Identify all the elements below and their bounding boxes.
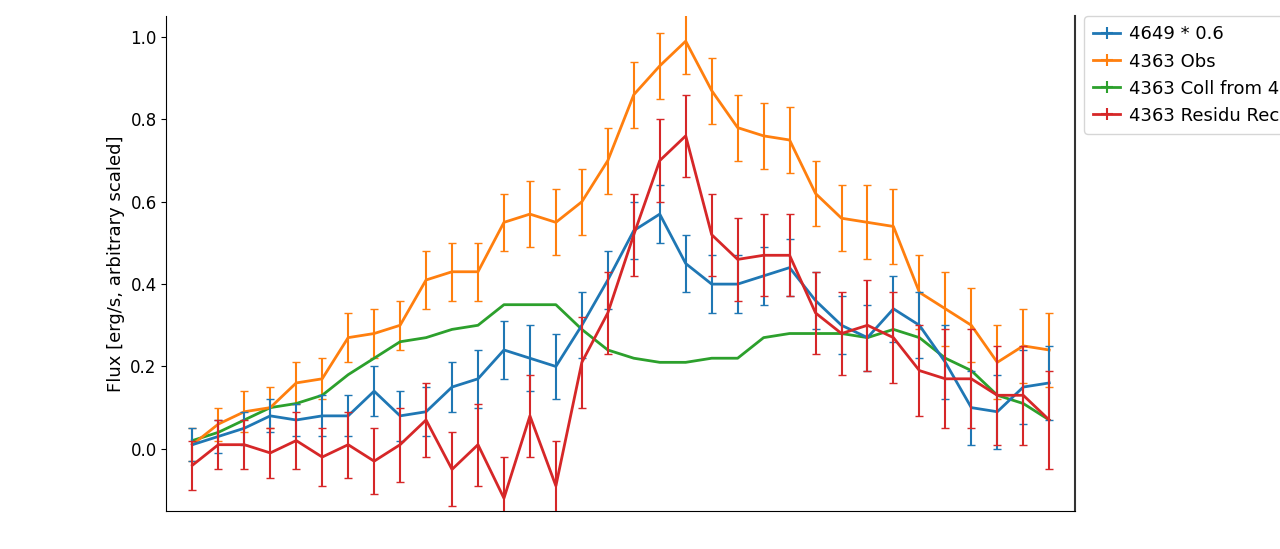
4363 Coll from 4959 (262, 404, 278, 411)
4363 Coll from 4959 (575, 326, 590, 333)
Legend: 4649 * 0.6, 4363 Obs, 4363 Coll from 4959, 4363 Residu Rec: 4649 * 0.6, 4363 Obs, 4363 Coll from 495… (1084, 16, 1280, 133)
4363 Coll from 4959 (237, 417, 252, 423)
4363 Coll from 4959 (288, 400, 303, 407)
Y-axis label: Flux [erg/s, arbitrary scaled]: Flux [erg/s, arbitrary scaled] (106, 135, 124, 392)
4363 Coll from 4959 (184, 437, 200, 444)
4363 Coll from 4959 (522, 301, 538, 308)
4363 Coll from 4959 (340, 371, 356, 378)
4363 Coll from 4959 (833, 330, 849, 337)
4363 Coll from 4959 (393, 338, 408, 345)
4363 Coll from 4959 (886, 326, 901, 333)
4363 Coll from 4959 (938, 355, 954, 361)
4363 Coll from 4959 (470, 322, 485, 328)
4363 Coll from 4959 (626, 355, 641, 361)
4363 Coll from 4959 (678, 359, 694, 366)
4363 Coll from 4959 (419, 334, 434, 341)
4363 Coll from 4959 (989, 392, 1005, 399)
4363 Coll from 4959 (315, 392, 330, 399)
4363 Coll from 4959 (756, 334, 772, 341)
4363 Coll from 4959 (497, 301, 512, 308)
4363 Coll from 4959 (548, 301, 563, 308)
4363 Coll from 4959 (600, 347, 616, 354)
4363 Coll from 4959 (652, 359, 667, 366)
4363 Coll from 4959 (808, 330, 823, 337)
4363 Coll from 4959 (911, 334, 927, 341)
4363 Coll from 4959 (366, 355, 381, 361)
4363 Coll from 4959 (730, 355, 745, 361)
4363 Coll from 4959 (444, 326, 460, 333)
4363 Coll from 4959 (211, 429, 227, 436)
4363 Coll from 4959 (782, 330, 797, 337)
4363 Coll from 4959 (1042, 417, 1057, 423)
4363 Coll from 4959 (964, 367, 979, 374)
Line: 4363 Coll from 4959: 4363 Coll from 4959 (192, 305, 1050, 440)
4363 Coll from 4959 (704, 355, 719, 361)
4363 Coll from 4959 (1015, 400, 1030, 407)
4363 Coll from 4959 (860, 334, 876, 341)
